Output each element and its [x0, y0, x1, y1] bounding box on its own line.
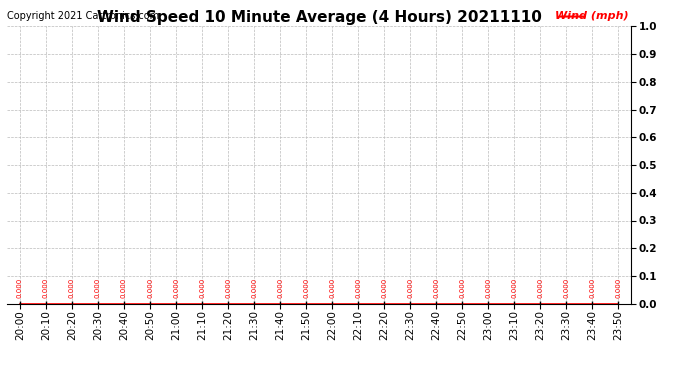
Text: 0.000: 0.000 [121, 278, 127, 298]
Text: 0.000: 0.000 [485, 278, 491, 298]
Text: 0.000: 0.000 [199, 278, 205, 298]
Text: 0.000: 0.000 [147, 278, 153, 298]
Text: 0.000: 0.000 [329, 278, 335, 298]
Text: 0.000: 0.000 [277, 278, 283, 298]
Text: 0.000: 0.000 [615, 278, 621, 298]
Text: 0.000: 0.000 [173, 278, 179, 298]
Text: 0.000: 0.000 [511, 278, 518, 298]
Text: 0.000: 0.000 [460, 278, 465, 298]
Text: 0.000: 0.000 [95, 278, 101, 298]
Title: Wind Speed 10 Minute Average (4 Hours) 20211110: Wind Speed 10 Minute Average (4 Hours) 2… [97, 10, 542, 25]
Text: 0.000: 0.000 [251, 278, 257, 298]
Text: 0.000: 0.000 [17, 278, 23, 298]
Text: Wind (mph): Wind (mph) [555, 11, 628, 21]
Text: 0.000: 0.000 [69, 278, 75, 298]
Text: 0.000: 0.000 [225, 278, 231, 298]
Text: 0.000: 0.000 [43, 278, 49, 298]
Text: 0.000: 0.000 [381, 278, 387, 298]
Text: 0.000: 0.000 [538, 278, 543, 298]
Text: 0.000: 0.000 [407, 278, 413, 298]
Text: 0.000: 0.000 [433, 278, 440, 298]
Text: 0.000: 0.000 [303, 278, 309, 298]
Text: 0.000: 0.000 [589, 278, 595, 298]
Text: 0.000: 0.000 [563, 278, 569, 298]
Text: Copyright 2021 Cartronics.com: Copyright 2021 Cartronics.com [7, 11, 159, 21]
Text: 0.000: 0.000 [355, 278, 361, 298]
